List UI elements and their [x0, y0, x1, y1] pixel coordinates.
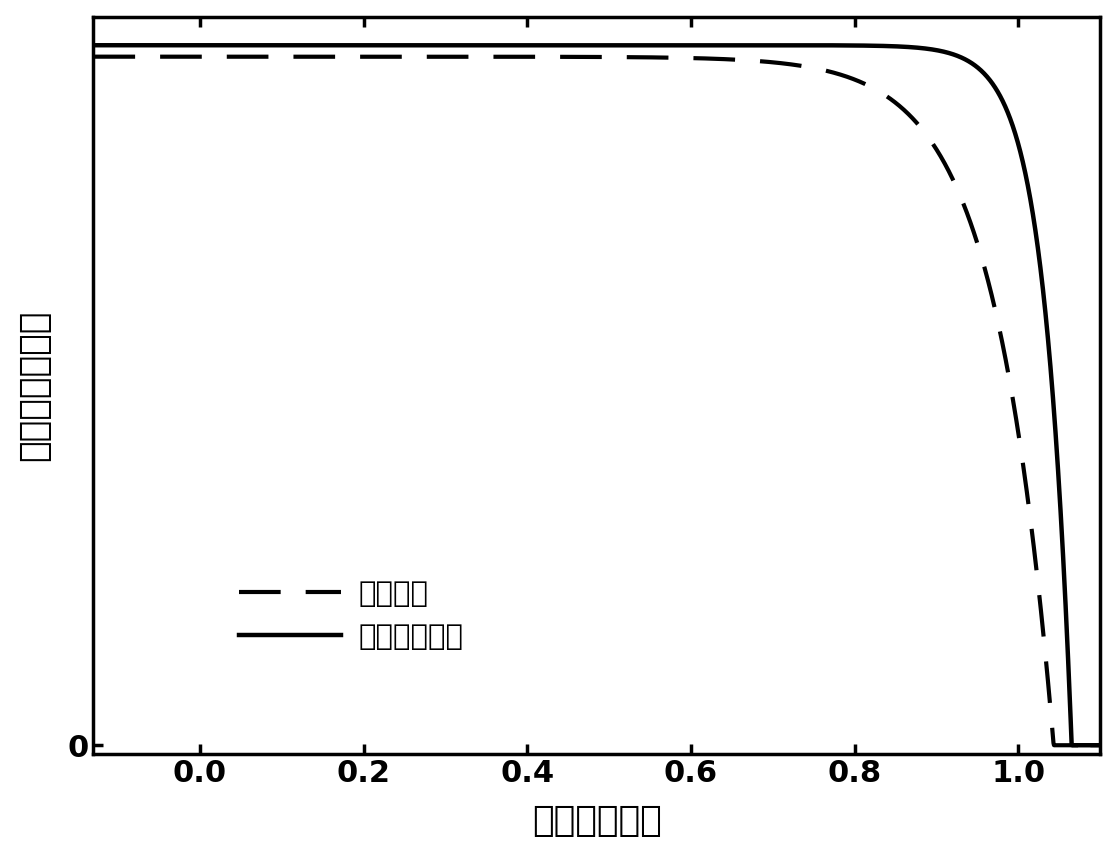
两性分子修饰	[139, 40, 152, 50]
两性分子修饰	[1094, 740, 1107, 751]
X-axis label: 电压（伏特）: 电压（伏特）	[532, 805, 661, 839]
两性分子修饰	[879, 41, 892, 51]
两性分子修饰	[1066, 740, 1079, 751]
两性分子修饰	[1065, 726, 1078, 736]
Legend: 未经修饰, 两性分子修饰: 未经修饰, 两性分子修饰	[239, 581, 464, 651]
两性分子修饰	[1063, 713, 1077, 723]
两性分子修饰	[550, 40, 563, 50]
两性分子修饰	[87, 40, 101, 50]
Y-axis label: 电流（毫安培）: 电流（毫安培）	[17, 310, 50, 461]
未经修饰	[1094, 740, 1107, 751]
未经修饰	[1048, 740, 1061, 751]
两性分子修饰	[576, 40, 590, 50]
未经修饰	[87, 51, 101, 62]
未经修饰	[139, 51, 152, 62]
Line: 两性分子修饰: 两性分子修饰	[94, 45, 1100, 746]
未经修饰	[576, 52, 590, 62]
未经修饰	[879, 91, 892, 101]
未经修饰	[1065, 740, 1078, 751]
未经修饰	[1065, 740, 1078, 751]
未经修饰	[550, 51, 563, 62]
Line: 未经修饰: 未经修饰	[94, 56, 1100, 746]
